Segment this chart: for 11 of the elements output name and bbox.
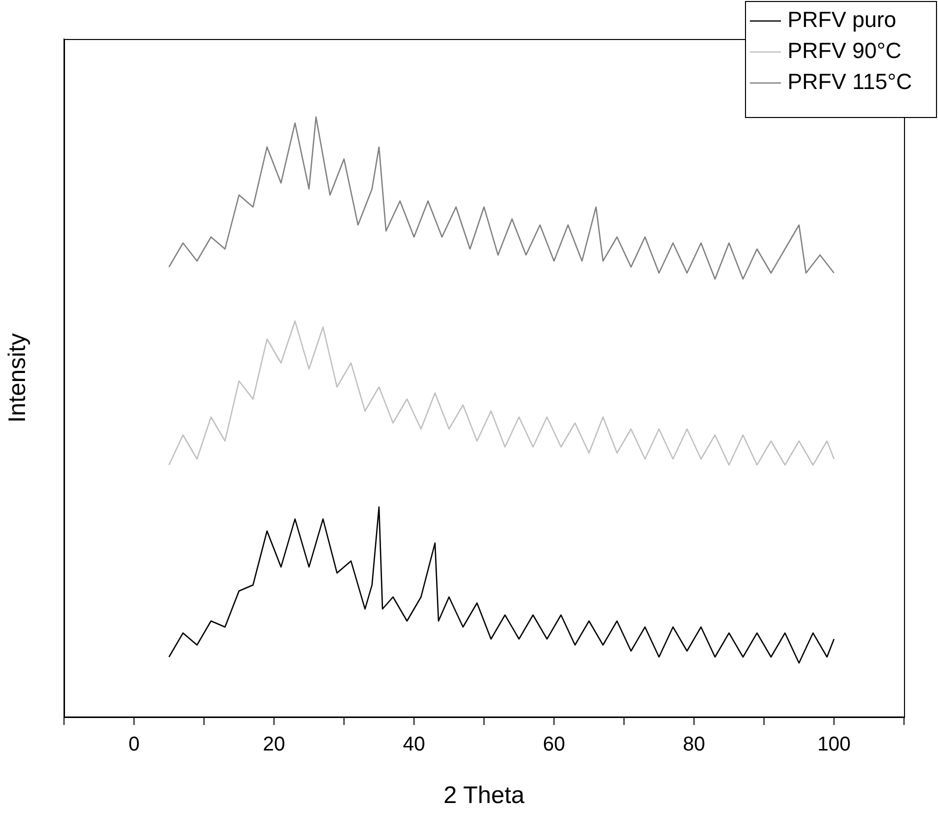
x-axis-title: 2 Theta [444, 782, 526, 810]
y-axis-title: Intensity [4, 333, 32, 423]
x-tick-label: 100 [817, 734, 851, 756]
x-tick-label: 40 [402, 734, 426, 756]
legend-label: PRFV 115°C [787, 69, 912, 94]
x-tick-label: 60 [542, 734, 566, 756]
x-tick-label: 0 [128, 734, 140, 756]
legend-label: PRFV puro [787, 7, 896, 32]
x-tick-label: 80 [682, 734, 706, 756]
legend-label: PRFV 90°C [787, 38, 902, 64]
x-tick-label: 20 [262, 734, 286, 756]
